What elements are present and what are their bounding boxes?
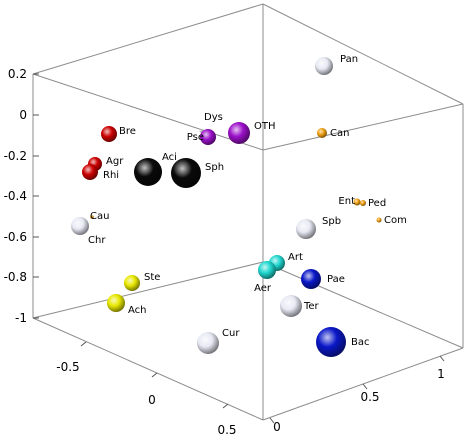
z-tick-label: 0 (19, 108, 27, 122)
point-label-ped: Ped (368, 198, 386, 209)
point-can (317, 128, 327, 138)
point-ach (107, 294, 125, 312)
point-oth (228, 122, 250, 144)
point-label-rhi: Rhi (103, 170, 119, 181)
point-label-oth: OTH (254, 121, 276, 132)
point-label-cur: Cur (222, 328, 240, 339)
point-aer (258, 261, 276, 279)
x-tick-label: -0.5 (56, 360, 79, 374)
x-tick-label: 0 (148, 393, 156, 407)
point-label-com: Com (384, 215, 407, 226)
point-label-chr: Chr (88, 235, 106, 246)
point-label-dys: Dys (204, 112, 223, 123)
point-chr (71, 217, 89, 235)
point-aci (134, 158, 162, 186)
point-pan (315, 57, 333, 75)
point-label-pan: Pan (340, 54, 358, 65)
point-label-agr: Agr (106, 156, 124, 167)
point-label-bac: Bac (351, 337, 370, 348)
point-spb (296, 219, 316, 239)
point-label-aci: Aci (162, 152, 177, 163)
point-label-aer: Aer (254, 283, 272, 294)
point-com (376, 217, 382, 223)
point-bac (316, 327, 346, 357)
point-rhi (82, 164, 98, 180)
point-cau (90, 215, 94, 219)
point-dys (199, 129, 203, 133)
point-label-pse: Pse (187, 132, 204, 143)
y-tick-label: 0.5 (360, 390, 379, 404)
z-tick-label: -0.4 (4, 189, 27, 203)
z-tick-label: 0.2 (8, 67, 27, 81)
point-cur (197, 332, 219, 354)
point-pae (301, 269, 321, 289)
x-tick-label: 0.5 (217, 423, 236, 435)
point-label-bre: Bre (119, 126, 136, 137)
point-label-ach: Ach (128, 305, 147, 316)
z-tick-label: -0.8 (4, 270, 27, 284)
point-label-spb: Spb (322, 216, 341, 227)
point-label-ste: Ste (144, 272, 160, 283)
point-label-can: Can (330, 128, 349, 139)
y-axis: 0 0.5 1 (269, 355, 445, 434)
y-tick-label: 1 (437, 367, 445, 381)
point-label-art: Art (288, 252, 303, 263)
x-axis: -0.5 0 0.5 (56, 341, 237, 435)
point-bre (101, 126, 117, 142)
z-tick-label: -0.6 (4, 230, 27, 244)
point-ter (280, 295, 302, 317)
point-ste (124, 275, 140, 291)
point-label-sph: Sph (205, 162, 224, 173)
y-tick-label: 0 (273, 420, 281, 434)
point-label-pae: Pae (327, 274, 345, 285)
z-tick-label: -1 (15, 311, 27, 325)
point-ped (360, 200, 366, 206)
point-ent (353, 198, 361, 206)
z-tick-label: -0.2 (4, 149, 27, 163)
point-label-cau: Cau (90, 211, 109, 222)
z-axis: 0.2 0 -0.2 -0.4 -0.6 -0.8 -1 (4, 67, 39, 325)
point-label-ent: Ent (338, 196, 355, 207)
point-sph (171, 158, 201, 188)
point-label-ter: Ter (303, 301, 320, 312)
point-pse (200, 129, 216, 145)
